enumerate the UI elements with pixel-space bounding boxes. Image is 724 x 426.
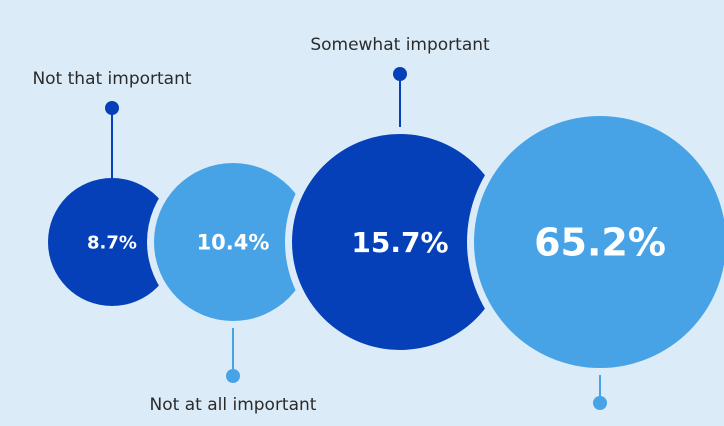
value-label-0: 8.7%	[87, 232, 137, 253]
leader-dot-0	[105, 101, 119, 115]
bubble-2	[292, 134, 508, 350]
bubble-1	[154, 163, 312, 321]
labels-group: 8.7% Not that important 10.4% Not at all im…	[32, 35, 665, 415]
bubbles-group	[48, 109, 724, 375]
leader-dot-2	[393, 67, 407, 81]
bubble-0	[48, 178, 176, 306]
category-label-1: Not at all important	[150, 395, 317, 415]
value-label-3: 65.2%	[534, 221, 666, 265]
leader-dot-3	[593, 396, 607, 410]
category-label-0: Not that important	[32, 69, 191, 89]
value-label-2: 15.7%	[351, 226, 448, 259]
category-label-2: Somewhat important	[310, 35, 490, 55]
leaders-group	[105, 67, 607, 410]
value-label-1: 10.4%	[197, 231, 270, 255]
bubble-3	[474, 116, 724, 368]
leader-dot-1	[226, 369, 240, 383]
